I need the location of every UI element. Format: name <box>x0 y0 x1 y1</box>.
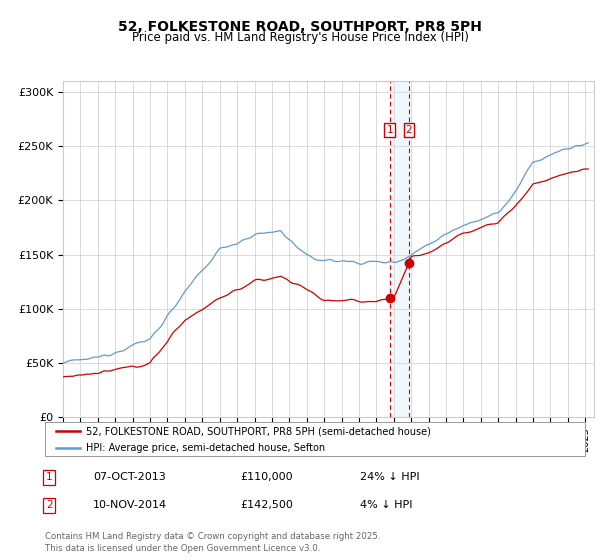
Text: 10-NOV-2014: 10-NOV-2014 <box>93 500 167 510</box>
Text: 52, FOLKESTONE ROAD, SOUTHPORT, PR8 5PH: 52, FOLKESTONE ROAD, SOUTHPORT, PR8 5PH <box>118 20 482 34</box>
Text: 07-OCT-2013: 07-OCT-2013 <box>93 472 166 482</box>
Text: Contains HM Land Registry data © Crown copyright and database right 2025.
This d: Contains HM Land Registry data © Crown c… <box>45 533 380 553</box>
Text: HPI: Average price, semi-detached house, Sefton: HPI: Average price, semi-detached house,… <box>86 443 325 453</box>
Text: 52, FOLKESTONE ROAD, SOUTHPORT, PR8 5PH (semi-detached house): 52, FOLKESTONE ROAD, SOUTHPORT, PR8 5PH … <box>86 426 430 436</box>
Text: 2: 2 <box>46 500 53 510</box>
Text: £110,000: £110,000 <box>240 472 293 482</box>
Text: £142,500: £142,500 <box>240 500 293 510</box>
Bar <box>390 81 409 417</box>
Text: 1: 1 <box>386 125 393 135</box>
Text: 24% ↓ HPI: 24% ↓ HPI <box>360 472 419 482</box>
Text: 2: 2 <box>406 125 412 135</box>
Text: Price paid vs. HM Land Registry's House Price Index (HPI): Price paid vs. HM Land Registry's House … <box>131 31 469 44</box>
Text: 4% ↓ HPI: 4% ↓ HPI <box>360 500 413 510</box>
Text: 1: 1 <box>46 472 53 482</box>
